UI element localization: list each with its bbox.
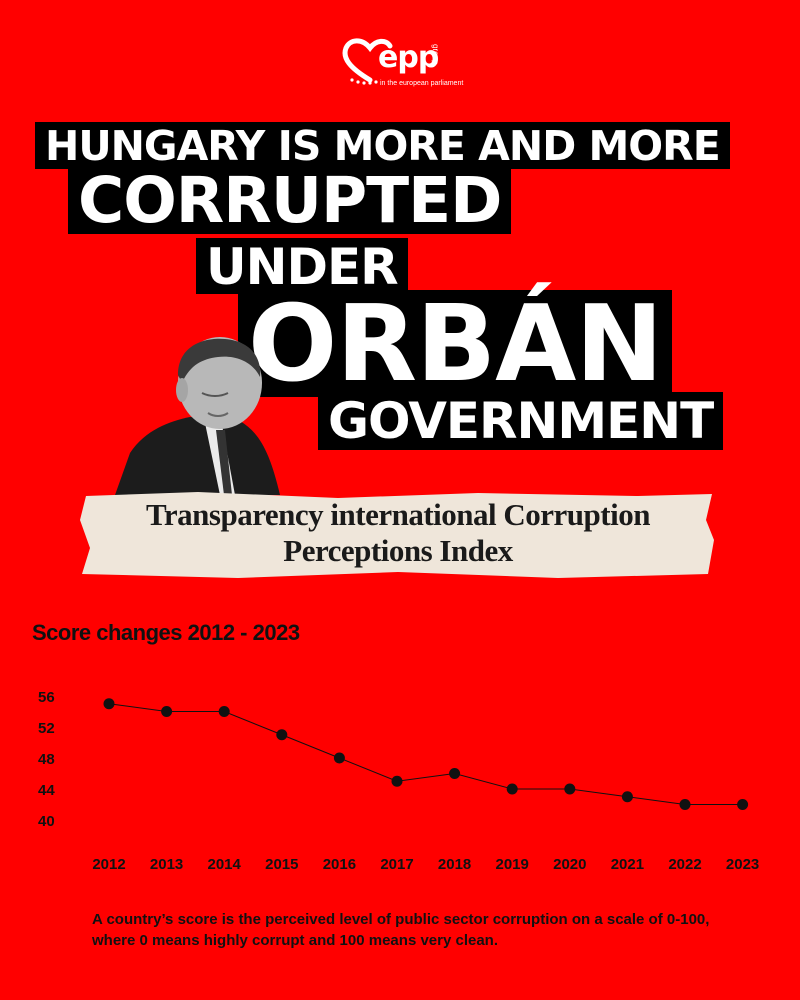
headline-line-4: ORBÁN: [238, 290, 673, 397]
paper-strip: [80, 492, 714, 578]
logo-subtitle: in the european parliament: [380, 80, 464, 87]
logo-wordmark: epp: [378, 40, 439, 75]
data-point: [161, 706, 173, 717]
y-tick-label: 52: [38, 720, 55, 737]
data-point: [506, 783, 518, 795]
headline-line-1: HUNGARY IS MORE AND MORE: [35, 122, 730, 169]
footnote: A country’s score is the perceived level…: [92, 911, 710, 949]
x-tick-label: 2023: [726, 856, 759, 873]
logo-group-label: group: [431, 44, 440, 65]
data-point: [449, 768, 461, 779]
data-point: [621, 791, 633, 803]
data-point: [564, 783, 576, 795]
epp-logo: epp group in the european parliament: [340, 36, 470, 96]
x-tick-label: 2022: [668, 856, 701, 873]
index-label-line-2: Perceptions Index: [283, 533, 513, 568]
x-tick-label: 2016: [323, 856, 356, 873]
headline-line-5: GOVERNMENT: [318, 392, 724, 450]
data-point: [737, 799, 749, 810]
y-tick-label: 40: [38, 813, 55, 830]
data-point: [391, 775, 403, 787]
x-tick-label: 2021: [611, 856, 644, 873]
series-line: [108, 703, 743, 805]
headline-line-2: CORRUPTED: [68, 165, 512, 234]
y-tick-label: 44: [38, 782, 55, 799]
x-tick-label: 2012: [92, 856, 125, 873]
x-tick-label: 2018: [438, 856, 471, 873]
data-point: [103, 698, 115, 710]
data-point: [679, 799, 691, 810]
y-tick-label: 56: [38, 689, 55, 706]
x-tick-label: 2013: [150, 856, 183, 873]
x-tick-label: 2019: [496, 856, 529, 873]
data-point: [218, 706, 230, 717]
x-tick-label: 2017: [380, 856, 413, 873]
index-label-line-1: Transparency international Corruption: [146, 497, 650, 532]
data-point: [276, 729, 288, 741]
data-point: [333, 752, 345, 764]
heart-logo-icon: [342, 38, 393, 85]
headline-line-3: UNDER: [196, 238, 408, 294]
chart-title: Score changes 2012 - 2023: [32, 620, 300, 645]
x-tick-label: 2015: [265, 856, 298, 873]
index-label: Transparency international Corruption Pe…: [78, 497, 718, 569]
y-tick-label: 48: [38, 751, 55, 768]
portrait-photo: [115, 337, 280, 495]
line-chart: 56 52 48 44 40 2012 2013 2014 2015 2016 2017 2018 20…: [38, 689, 759, 873]
x-tick-label: 2014: [208, 856, 242, 873]
x-tick-label: 2020: [553, 856, 586, 873]
